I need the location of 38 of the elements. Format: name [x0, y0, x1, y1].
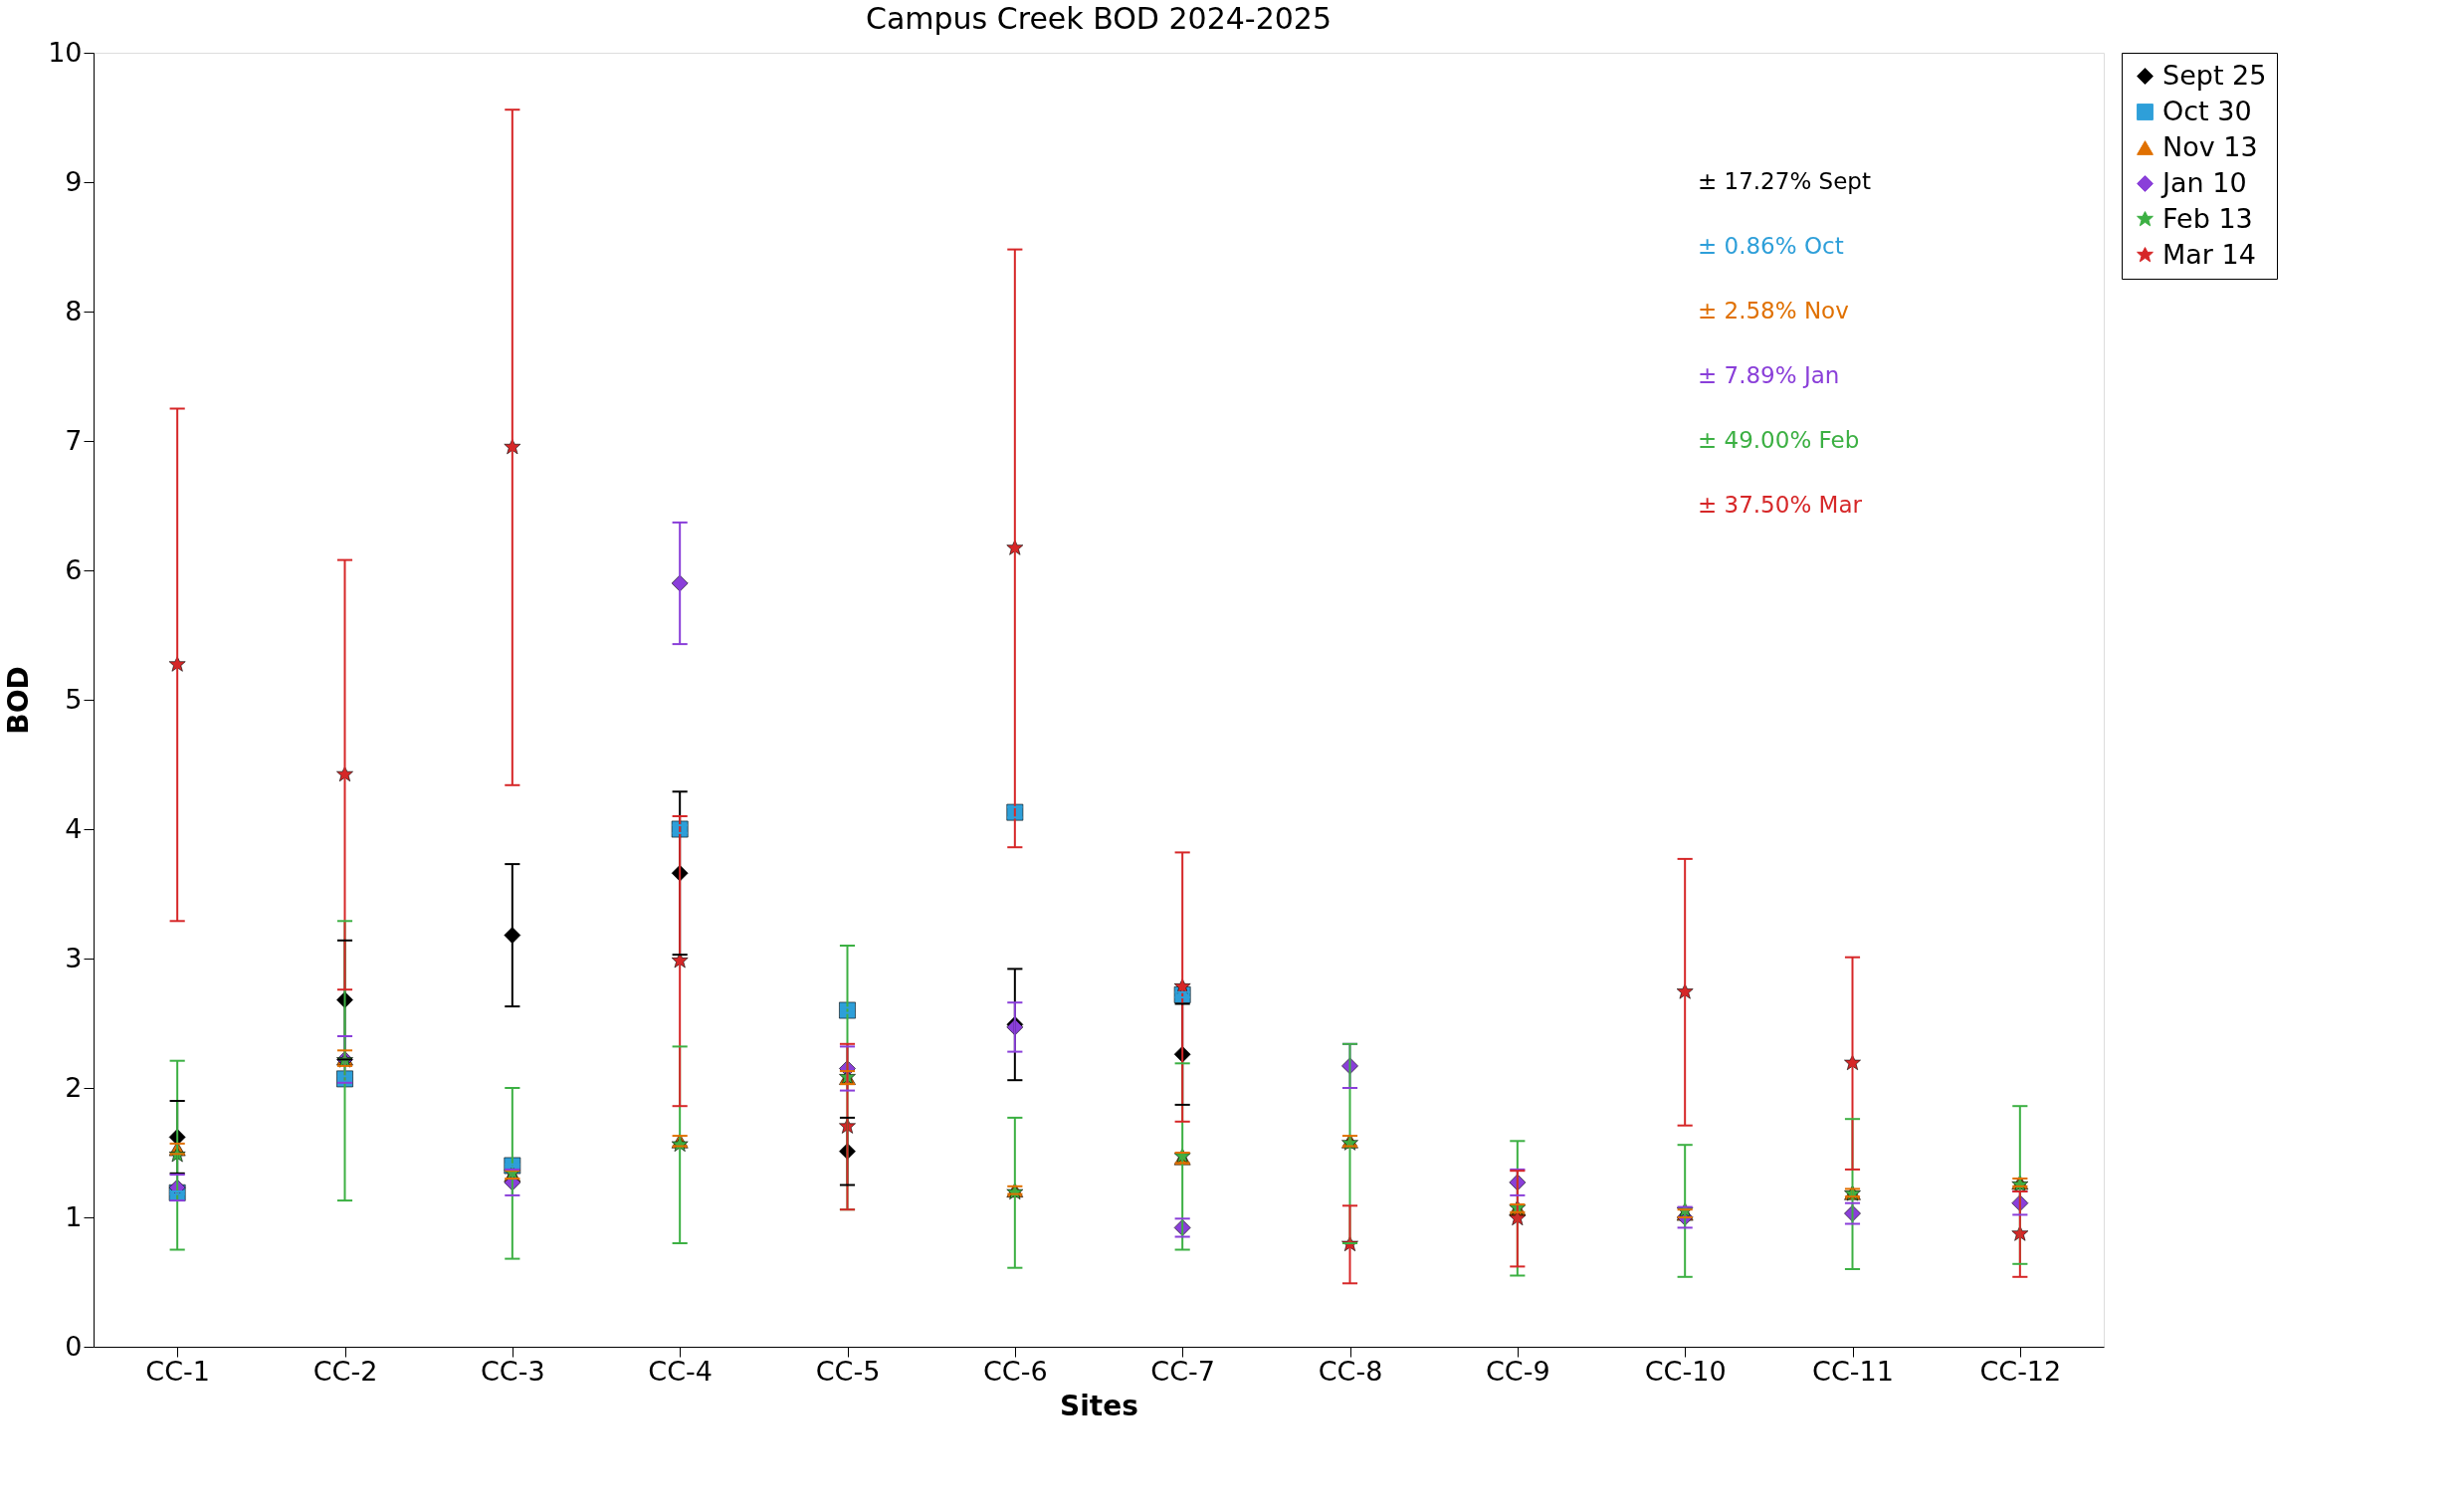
x-tick-label: CC-10	[1644, 1355, 1727, 1387]
y-tick-label: 4	[65, 812, 83, 844]
y-tick-label: 2	[65, 1071, 83, 1103]
x-tick-label: CC-9	[1486, 1355, 1550, 1387]
x-tick-label: CC-6	[983, 1355, 1048, 1387]
y-tick-label: 5	[65, 683, 83, 715]
y-tick-label: 9	[65, 165, 83, 197]
annotation: ± 0.86% Oct	[1697, 233, 1844, 259]
x-tick-label: CC-11	[1812, 1355, 1894, 1387]
legend-label: Mar 14	[2162, 238, 2256, 270]
y-tick-label: 0	[65, 1330, 83, 1362]
annotation: ± 2.58% Nov	[1697, 298, 1849, 323]
x-tick-label: CC-1	[145, 1355, 210, 1387]
y-tick-label: 8	[65, 295, 83, 326]
x-tick-label: CC-8	[1318, 1355, 1383, 1387]
x-tick-label: CC-2	[312, 1355, 378, 1387]
x-axis-title: Sites	[1060, 1389, 1138, 1422]
y-tick-label: 7	[65, 424, 83, 456]
annotation: ± 7.89% Jan	[1697, 362, 1840, 388]
x-tick-label: CC-7	[1150, 1355, 1215, 1387]
legend-label: Nov 13	[2162, 130, 2258, 162]
y-tick-label: 10	[48, 36, 83, 68]
chart-title: Campus Creek BOD 2024-2025	[865, 1, 1333, 36]
y-tick-label: 6	[65, 553, 83, 585]
legend-label: Sept 25	[2162, 59, 2267, 91]
x-tick-label: CC-12	[1979, 1355, 2062, 1387]
y-tick-label: 3	[65, 942, 83, 973]
annotation: ± 37.50% Mar	[1697, 492, 1863, 518]
annotation: ± 49.00% Feb	[1697, 427, 1860, 453]
x-tick-label: CC-5	[815, 1355, 881, 1387]
annotation: ± 17.27% Sept	[1697, 168, 1871, 194]
legend-label: Feb 13	[2162, 202, 2253, 234]
legend-label: Oct 30	[2162, 95, 2252, 126]
x-tick-label: CC-4	[648, 1355, 713, 1387]
x-tick-label: CC-3	[481, 1355, 545, 1387]
y-tick-label: 1	[65, 1200, 83, 1232]
y-axis-title: BOD	[2, 666, 36, 735]
legend-label: Jan 10	[2160, 166, 2247, 198]
